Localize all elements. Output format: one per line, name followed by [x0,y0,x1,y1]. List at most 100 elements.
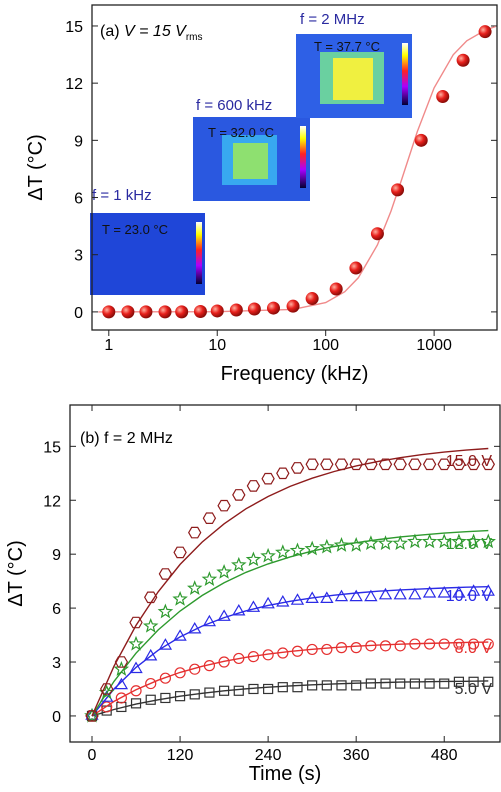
marker [217,499,231,512]
inset-title: f = 2 MHz [300,11,365,28]
marker [233,685,244,696]
marker [364,589,378,602]
y-tick-label: 12 [65,76,83,93]
x-tick-label: 1000 [416,337,452,354]
marker [378,587,393,600]
marker [142,617,159,633]
marker [277,682,288,693]
marker [321,680,332,691]
x-tick-label: 480 [431,747,458,764]
marker [231,556,247,572]
marker [468,676,479,687]
marker [414,133,428,147]
marker [174,667,186,679]
marker [174,691,186,702]
marker [189,689,200,700]
x-tick-label: 0 [88,747,97,764]
marker [175,305,189,319]
fit-line [91,529,489,717]
marker [304,540,320,556]
marker [409,638,421,650]
x-axis-title: Time (s) [249,763,322,785]
inset-temperature: T = 23.0 °C [102,222,168,237]
marker [85,710,99,722]
marker [201,571,218,586]
marker [157,603,174,619]
marker [276,467,290,480]
marker [159,672,171,684]
marker [436,533,452,549]
marker [217,609,231,621]
marker [335,642,348,654]
marker [422,585,437,598]
y-tick-label: 0 [74,305,83,322]
condition-sub: rms [186,32,203,43]
marker [349,458,363,471]
marker [160,692,171,704]
marker [453,676,465,687]
marker [286,299,300,313]
marker [349,261,363,275]
x-tick-label: 1 [104,337,113,354]
marker [247,302,261,316]
thermal-image [90,213,205,295]
marker [145,694,156,705]
marker [423,638,436,650]
marker [380,678,391,689]
marker [202,512,217,525]
marker [348,537,364,552]
series-label: 8.0 V [455,640,493,657]
inset-temperature: T = 37.7 °C [314,39,380,54]
marker [261,596,275,609]
y-axis-title: ΔT (°C) [5,540,27,607]
marker [364,458,378,471]
marker [260,547,276,563]
marker [203,660,216,672]
marker [409,678,420,689]
marker [422,458,437,471]
marker [144,648,158,661]
x-tick-label: 360 [343,747,370,764]
fit-line [91,586,489,717]
marker [173,629,187,641]
marker [130,698,142,709]
marker [334,589,349,602]
marker [394,640,406,652]
marker [210,304,224,318]
marker [266,301,280,315]
marker [128,635,144,651]
marker [263,683,274,695]
condition: V = 15 V [124,23,187,40]
marker [408,458,422,471]
marker [408,587,422,600]
marker [114,656,129,668]
marker [379,640,392,652]
marker [395,678,406,689]
y-axis-title: ΔT (°C) [25,134,47,201]
marker [187,580,203,595]
panel-annotation: (a) V = 15 Vrms [100,23,203,43]
marker [393,587,407,600]
marker [480,533,496,549]
marker [320,458,334,471]
marker [229,303,243,317]
marker [290,462,305,474]
marker [334,458,349,471]
marker [465,533,482,549]
y-tick-label: 6 [74,191,83,208]
panel-label: (b) [80,430,100,447]
marker [307,680,318,691]
marker [453,638,465,650]
marker [100,683,114,695]
marker [305,458,319,471]
marker [349,589,363,602]
marker [478,25,492,39]
marker [421,533,438,549]
marker [261,472,275,485]
marker [139,305,153,319]
panel-annotation: (b) f = 2 MHz [80,430,173,447]
marker [291,645,304,657]
marker [276,594,290,607]
series-label: 15.0 V [446,453,493,470]
